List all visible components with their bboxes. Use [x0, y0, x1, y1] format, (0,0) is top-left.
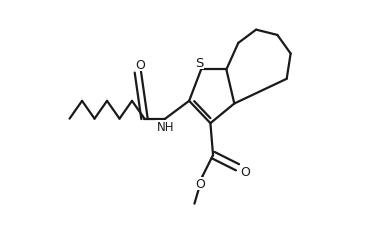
Text: O: O [136, 59, 146, 72]
Text: S: S [195, 56, 204, 69]
Text: O: O [195, 178, 205, 190]
Text: NH: NH [157, 121, 174, 133]
Text: O: O [240, 166, 250, 178]
